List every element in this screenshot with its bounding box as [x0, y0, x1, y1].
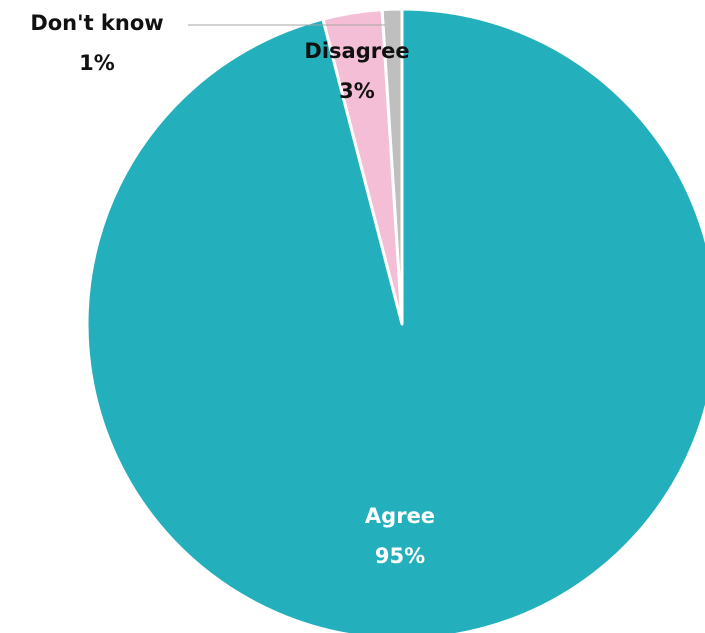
slice-value-dont-know: 1%: [79, 51, 115, 75]
slice-label-dont-know: Don't know: [30, 11, 163, 35]
pie-slices: [85, 7, 705, 633]
slice-value-agree: 95%: [375, 544, 425, 568]
slice-label-disagree: Disagree: [304, 39, 409, 63]
slice-label-agree: Agree: [365, 504, 435, 528]
pie-slice-agree: [85, 7, 705, 633]
slice-value-disagree: 3%: [339, 79, 375, 103]
